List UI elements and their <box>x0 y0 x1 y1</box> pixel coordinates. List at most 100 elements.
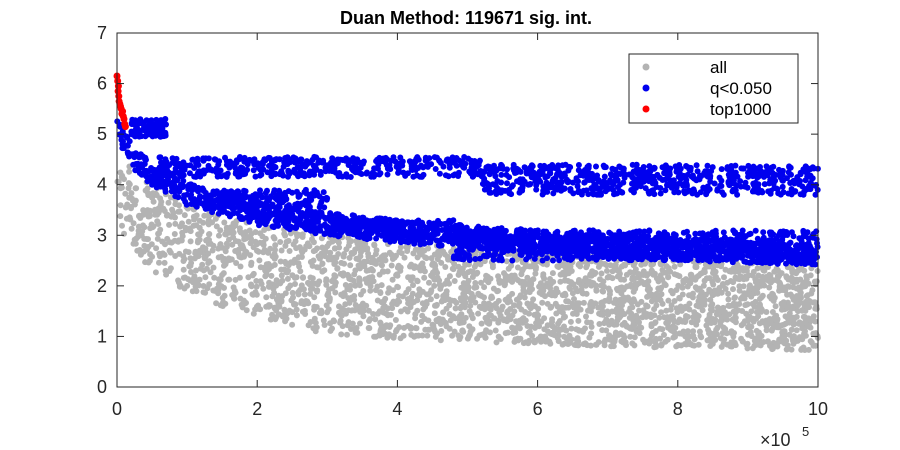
data-point-all <box>272 316 279 323</box>
data-point-q <box>492 173 499 180</box>
data-point-q <box>252 173 259 180</box>
data-point-all <box>494 288 501 295</box>
data-point-all <box>181 256 188 263</box>
data-point-q <box>186 170 193 177</box>
data-point-all <box>384 311 391 318</box>
data-point-all <box>457 334 464 340</box>
data-point-all <box>725 290 732 297</box>
data-point-all <box>437 337 444 344</box>
data-point-all <box>433 293 440 300</box>
data-point-all <box>250 270 257 277</box>
data-point-all <box>226 276 233 283</box>
data-point-all <box>279 277 286 284</box>
data-point-all <box>155 221 162 227</box>
data-point-all <box>756 320 763 327</box>
data-point-all <box>171 231 178 237</box>
data-point-all <box>663 307 670 314</box>
data-point-all <box>123 215 130 222</box>
data-point-all <box>693 302 700 309</box>
data-point-all <box>620 294 627 301</box>
data-point-q <box>256 222 262 229</box>
data-point-all <box>583 313 589 320</box>
data-point-all <box>247 240 254 247</box>
data-point-q <box>750 240 757 247</box>
data-point-all <box>191 216 198 223</box>
series-q-significant <box>114 116 821 268</box>
data-point-all <box>223 240 230 247</box>
data-point-all <box>215 245 222 252</box>
data-point-all <box>631 334 638 341</box>
data-point-all <box>374 310 381 317</box>
data-point-all <box>706 275 713 282</box>
data-point-all <box>759 280 766 287</box>
data-point-all <box>330 317 337 324</box>
data-point-all <box>653 335 659 342</box>
data-point-all <box>554 263 561 270</box>
data-point-all <box>456 313 463 320</box>
data-point-all <box>657 297 664 304</box>
data-point-all <box>664 336 671 343</box>
data-point-all <box>319 268 326 275</box>
data-point-all <box>460 280 467 287</box>
data-point-all <box>582 325 588 332</box>
data-point-all <box>567 318 574 325</box>
data-point-all <box>586 334 593 341</box>
data-point-q <box>306 168 313 175</box>
data-point-all <box>262 267 269 274</box>
data-point-all <box>800 333 807 340</box>
data-point-all <box>798 345 805 352</box>
data-point-q <box>435 242 442 249</box>
data-point-all <box>493 300 499 307</box>
data-point-q <box>570 190 577 197</box>
data-point-all <box>442 264 449 270</box>
data-point-q <box>264 169 271 176</box>
data-point-all <box>503 258 510 265</box>
data-point-all <box>794 276 800 283</box>
data-point-q <box>179 182 186 189</box>
data-point-all <box>431 282 438 289</box>
data-point-all <box>196 248 203 255</box>
data-point-all <box>468 328 474 334</box>
data-point-all <box>682 303 689 310</box>
data-point-all <box>253 283 260 290</box>
data-point-all <box>524 300 531 307</box>
data-point-all <box>278 247 285 254</box>
data-point-all <box>750 315 756 322</box>
data-point-all <box>432 328 439 335</box>
data-point-all <box>595 304 602 311</box>
data-point-all <box>725 296 732 303</box>
data-point-q <box>549 178 556 184</box>
data-point-all <box>575 317 582 324</box>
data-point-q <box>243 214 250 221</box>
data-point-all <box>349 250 356 257</box>
data-point-all <box>228 256 235 263</box>
data-point-all <box>248 259 255 266</box>
data-point-all <box>443 295 450 301</box>
data-point-all <box>395 284 401 291</box>
data-point-all <box>188 269 194 275</box>
data-point-q <box>498 171 505 178</box>
data-point-all <box>573 340 580 347</box>
data-point-all <box>338 312 345 319</box>
data-point-all <box>297 268 304 275</box>
data-point-all <box>488 312 494 319</box>
data-point-q <box>261 212 268 219</box>
data-point-all <box>314 287 321 294</box>
data-point-q <box>172 160 178 167</box>
data-point-all <box>437 285 444 292</box>
data-point-all <box>635 271 642 277</box>
data-point-all <box>755 313 762 320</box>
data-point-all <box>281 266 288 273</box>
data-point-q <box>356 169 363 176</box>
data-point-all <box>285 309 291 316</box>
data-point-q <box>262 157 269 164</box>
data-point-q <box>196 194 203 201</box>
data-point-all <box>580 299 587 306</box>
data-point-q <box>774 260 781 267</box>
data-point-all <box>128 205 134 212</box>
data-point-all <box>602 318 609 325</box>
data-point-all <box>352 267 359 274</box>
data-point-q <box>399 162 406 169</box>
data-point-q <box>179 163 186 170</box>
data-point-all <box>752 298 759 305</box>
